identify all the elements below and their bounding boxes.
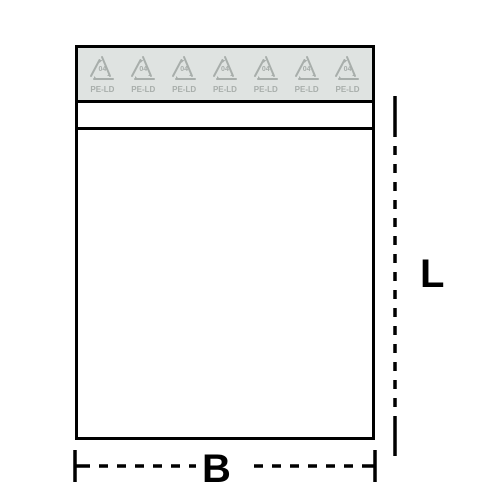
dimension-label-width: B	[202, 447, 231, 492]
recycling-code: 04	[344, 66, 352, 73]
recycling-code: 04	[303, 66, 311, 73]
recycling-symbol: 04 PE-LD	[252, 55, 280, 94]
recycling-material-label: PE-LD	[254, 86, 278, 94]
recycling-code: 04	[139, 66, 147, 73]
recycling-symbol: 04 PE-LD	[170, 55, 198, 94]
recycling-symbol: 04 PE-LD	[293, 55, 321, 94]
bag-outline	[75, 45, 375, 440]
recycling-code: 04	[180, 66, 188, 73]
recycling-material-label: PE-LD	[172, 86, 196, 94]
recycling-symbol: 04 PE-LD	[211, 55, 239, 94]
recycling-material-label: PE-LD	[131, 86, 155, 94]
recycling-code: 04	[221, 66, 229, 73]
recycling-symbol: 04 PE-LD	[129, 55, 157, 94]
recycling-material-label: PE-LD	[90, 86, 114, 94]
recycling-material-label: PE-LD	[335, 86, 359, 94]
recycling-code: 04	[262, 66, 270, 73]
recycling-symbol-row: 04 PE-LD 04 PE-LD 04 PE-LD 04 PE-LD 04 PE-LD 04 PE-…	[82, 52, 368, 96]
recycling-material-label: PE-LD	[213, 86, 237, 94]
recycling-code: 04	[99, 66, 107, 73]
bag-zip-seal	[75, 112, 375, 130]
recycling-symbol: 04 PE-LD	[333, 55, 361, 94]
recycling-symbol: 04 PE-LD	[88, 55, 116, 94]
diagram-canvas: 04 PE-LD 04 PE-LD 04 PE-LD 04 PE-LD 04 PE-LD 04 PE-…	[0, 0, 500, 500]
dimension-label-length: L	[420, 252, 444, 297]
recycling-material-label: PE-LD	[295, 86, 319, 94]
